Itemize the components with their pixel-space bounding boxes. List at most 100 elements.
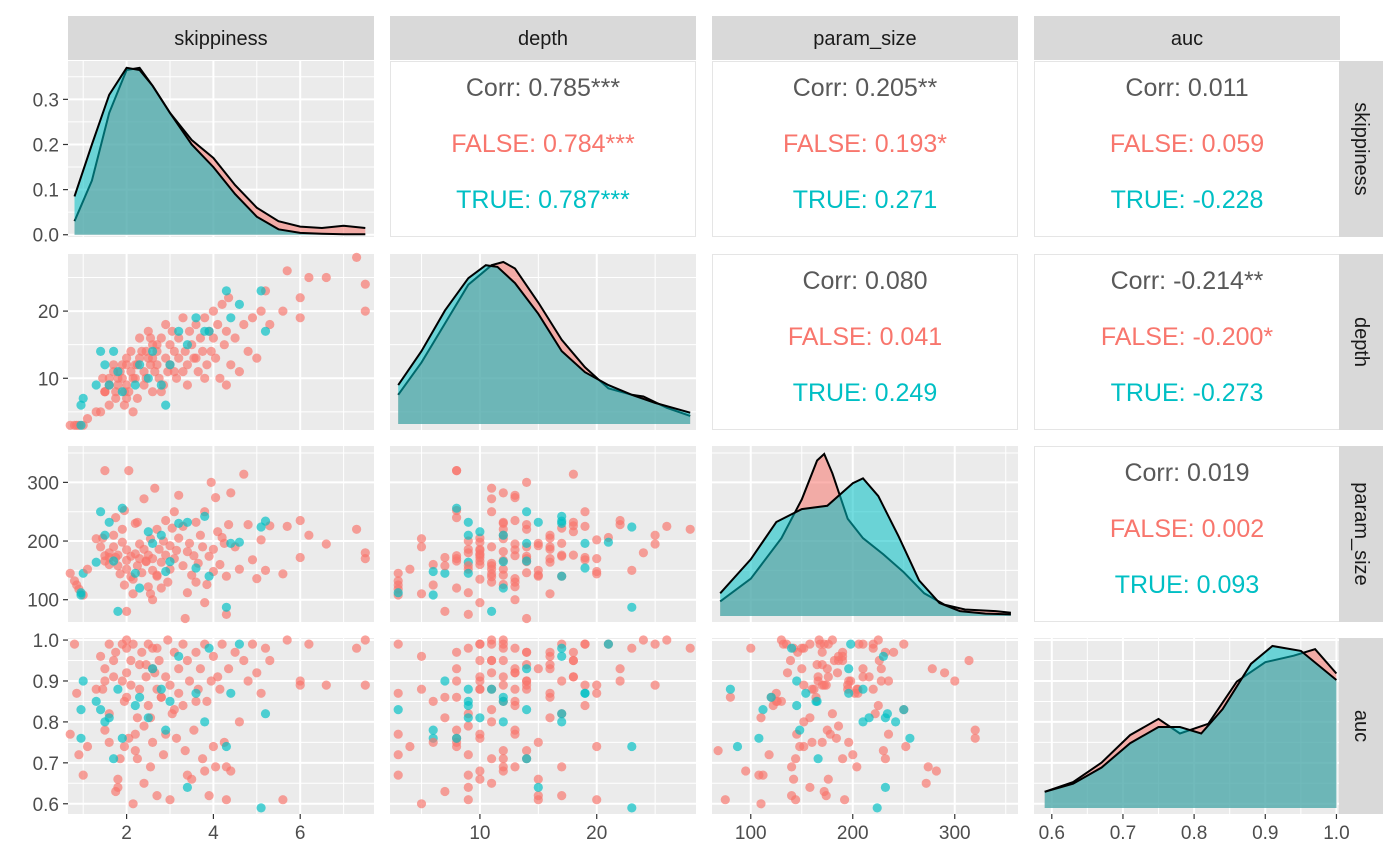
scatter-point-false [200,766,210,776]
scatter-point-false [756,713,766,723]
scatter-point-false [256,688,266,698]
scatter-point-true [130,700,140,711]
scatter-point-false [510,725,520,735]
corr-false-text: FALSE: 0.041 [788,323,942,351]
scatter-point-false [848,750,858,760]
scatter-point-true [104,517,114,527]
scatter-point-false [171,733,182,743]
scatter-point-false [741,766,751,776]
scatter-point-false [487,483,497,493]
scatter-point-false [791,754,801,764]
scatter-point-false [440,786,450,797]
scatter-point-false [132,713,142,723]
scatter-point-false [475,655,485,666]
scatter-point-false [970,733,980,743]
scatter-point-false [522,746,532,756]
scatter-point-true [498,557,508,567]
x-tick-label-auc: 1.0 [1323,823,1349,844]
scatter-point-false [243,346,253,356]
scatter-point-true [557,651,567,662]
scatter-point-false [889,647,899,657]
right-strip-param_size [1339,446,1383,622]
scatter-point-true [463,700,473,711]
scatter-point-false [522,568,532,578]
scatter-point-true [766,692,776,702]
scatter-point-true [522,507,532,517]
scatter-point-true [725,684,736,694]
scatter-point-false [827,709,838,719]
scatter-point-true [732,741,743,752]
scatter-point-false [533,571,543,581]
panel-auc-depth [390,635,696,814]
scatter-point-false [191,577,201,587]
scatter-point-false [756,799,766,809]
scatter-point-false [184,676,195,686]
scatter-point-false [122,692,132,702]
scatter-point-false [111,513,121,523]
scatter-point-false [832,668,843,678]
scatter-point-false [813,672,823,682]
scatter-point-false [931,766,942,776]
x-tick-label-depth: 20 [586,823,607,844]
panel-param_size-skippiness [65,446,374,624]
right-strip-label-param_size: param_size [1350,482,1372,585]
scatter-point-false [452,466,462,476]
panel-background [390,638,696,814]
scatter-point-false [161,515,171,526]
scatter-point-true [792,700,802,711]
scatter-point-false [135,660,145,670]
scatter-point-false [533,791,543,801]
scatter-point-false [221,795,231,805]
scatter-point-false [510,515,520,526]
scatter-point-false [282,521,292,532]
scatter-point-false [295,680,305,690]
scatter-point-false [221,609,231,620]
scatter-point-false [873,635,883,645]
scatter-point-false [452,692,462,702]
scatter-point-false [797,664,807,674]
density-line-true [397,264,691,414]
scatter-point-false [182,655,192,666]
scatter-point-false [104,373,114,383]
strip-layer: skippiness depth param_size aucskippinessde… [68,16,1383,814]
scatter-point-false [487,668,497,678]
scatter-point-false [204,551,214,561]
scatter-point-false [226,360,236,370]
scatter-point-true [182,782,192,793]
scatter-point-false [428,737,438,748]
scatter-point-false [799,717,809,727]
scatter-point-true [100,360,110,370]
scatter-point-false [139,494,149,504]
scatter-point-false [187,570,197,580]
scatter-point-false [239,469,249,479]
scatter-point-false [452,725,462,735]
scatter-point-true [872,803,882,813]
scatter-point-false [321,272,331,283]
scatter-point-false [119,580,129,590]
scatter-point-true [156,380,166,390]
x-tick-label-auc: 0.9 [1252,823,1278,844]
scatter-point-true [256,803,266,813]
top-strip-param_size [712,16,1018,60]
scatter-point-false [96,407,106,417]
scatter-point-false [452,647,462,657]
scatter-point-false [475,598,485,608]
scatter-point-false [627,643,637,653]
scatter-point-false [838,647,848,657]
scatter-point-false [823,672,833,682]
scatter-point-false [204,791,214,801]
scatter-point-false [522,520,532,530]
scatter-point-false [475,533,485,543]
panel-skippiness-skippiness [68,61,374,237]
scatter-point-true [580,688,590,698]
scatter-point-true [463,517,473,527]
scatter-point-false [174,353,184,363]
scatter-point-false [522,647,532,657]
scatter-point-false [152,340,162,350]
scatter-point-true [135,692,145,702]
scatter-point-false [950,676,960,686]
scatter-point-false [475,639,485,649]
top-strip-label-depth: depth [518,28,568,50]
scatter-point-false [200,313,210,323]
scatter-point-false [91,684,101,694]
